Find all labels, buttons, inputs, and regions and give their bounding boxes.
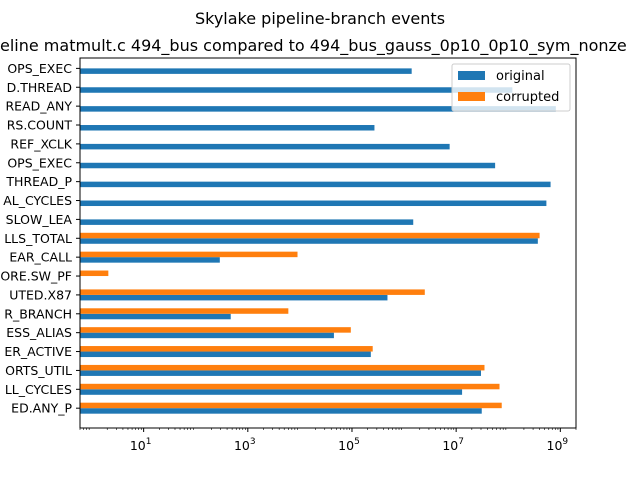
bar-original-4: [80, 143, 450, 150]
chart-title: Skylake pipeline-branch events: [195, 9, 445, 28]
bar-corrupted-17: [80, 383, 500, 390]
y-tick-label: R_BRANCH: [4, 306, 72, 321]
y-tick-label: UTED.X87: [9, 287, 72, 302]
bar-original-15: [80, 351, 371, 358]
bar-original-8: [80, 219, 414, 225]
x-tick-label: 109: [547, 437, 569, 453]
bar-original-16: [80, 370, 482, 376]
y-tick-label: REF_XCLK: [10, 136, 72, 151]
bar-corrupted-14: [80, 327, 351, 333]
bar-original-7: [80, 200, 547, 207]
bar-original-14: [80, 332, 334, 339]
x-tick-label: 105: [338, 437, 360, 453]
bar-corrupted-9: [80, 232, 540, 239]
y-tick-label: ORTS_UTIL: [5, 363, 72, 378]
bar-original-9: [80, 238, 538, 244]
bar-corrupted-16: [80, 364, 485, 371]
legend-label-original: original: [496, 69, 545, 84]
legend: original corrupted: [451, 63, 571, 112]
x-tick-label: 101: [130, 437, 152, 453]
bar-original-6: [80, 181, 551, 188]
legend-swatch-corrupted: [458, 92, 485, 101]
bar-corrupted-18: [80, 402, 502, 409]
y-tick-label: ORE.SW_PF: [0, 269, 72, 284]
bar-original-12: [80, 294, 388, 301]
bars-layer: [80, 68, 556, 414]
x-tick-label: 107: [442, 437, 464, 453]
y-tick-label: LLS_TOTAL: [4, 231, 72, 246]
y-tick-label: ESS_ALIAS: [6, 325, 72, 340]
bar-original-17: [80, 389, 463, 395]
chart-subtitle: eline matmult.c 494_bus compared to 494_…: [0, 36, 627, 56]
y-tick-label: EAR_CALL: [9, 250, 72, 265]
y-tick-label: RS.COUNT: [7, 118, 73, 133]
bar-original-2: [80, 106, 556, 112]
bar-original-5: [80, 162, 496, 169]
bar-original-3: [80, 125, 375, 131]
plot-frame: [79, 57, 577, 429]
y-tick-label: ER_ACTIVE: [4, 344, 72, 359]
y-tick-label: AL_CYCLES: [3, 193, 72, 208]
bar-corrupted-11: [80, 270, 109, 277]
legend-swatch-original: [458, 71, 485, 80]
bar-corrupted-10: [80, 251, 298, 258]
y-tick-label: THREAD_P: [5, 174, 72, 189]
bar-original-0: [80, 68, 412, 74]
y-tick-label: OPS_EXEC: [7, 61, 72, 76]
bar-original-13: [80, 313, 231, 320]
bar-corrupted-13: [80, 308, 289, 314]
y-tick-label: LL_CYCLES: [5, 382, 72, 397]
y-tick-label: SLOW_LEA: [6, 212, 73, 227]
y-axis-ticks: OPS_EXEC D.THREAD READ_ANY RS.COUNT REF_XCLK…: [0, 61, 80, 416]
bar-corrupted-12: [80, 289, 425, 295]
bar-corrupted-15: [80, 346, 373, 352]
x-axis-ticks: 101 103 105 107 109: [79, 428, 577, 453]
legend-label-corrupted: corrupted: [496, 90, 559, 105]
bar-original-10: [80, 257, 220, 263]
bar-original-18: [80, 408, 482, 414]
y-tick-label: ED.ANY_P: [11, 401, 72, 416]
y-tick-label: OPS_EXEC: [7, 155, 72, 170]
y-tick-label: READ_ANY: [5, 99, 72, 114]
x-tick-label: 103: [234, 437, 256, 453]
y-tick-label: D.THREAD: [7, 80, 72, 95]
bar-original-1: [80, 87, 513, 93]
